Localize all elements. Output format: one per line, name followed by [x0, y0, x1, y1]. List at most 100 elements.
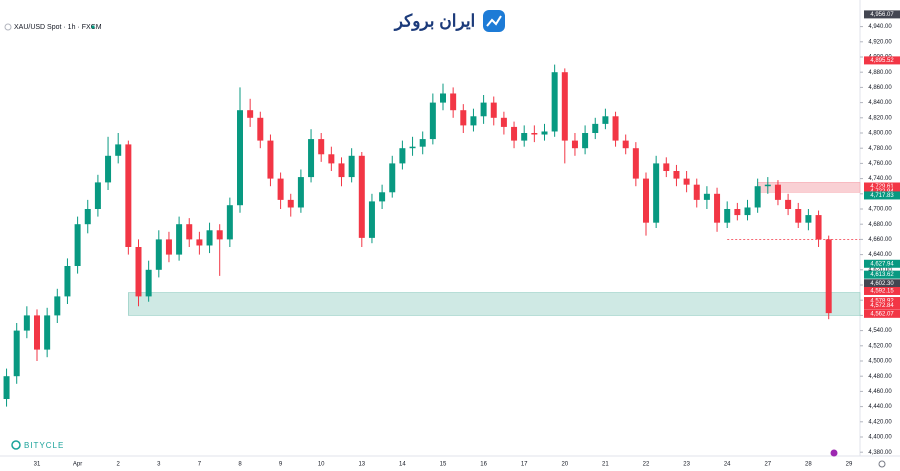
x-tick-label: 7 — [198, 462, 202, 468]
x-tick-label: 13 — [358, 462, 365, 468]
candle-body — [825, 239, 832, 314]
candle-body — [429, 102, 436, 140]
candle-body — [795, 209, 802, 223]
candle-body — [724, 209, 731, 223]
x-tick-label: 15 — [440, 462, 447, 468]
price-tag — [864, 297, 900, 306]
candle-body — [673, 171, 680, 179]
price-tag — [864, 259, 900, 268]
candle-body — [358, 155, 365, 238]
candle-body — [500, 117, 507, 127]
candle-body — [785, 199, 792, 209]
y-tick-label: 4,400.00 — [868, 435, 892, 441]
candle-body — [155, 239, 162, 270]
candle-body — [632, 148, 639, 179]
candle-body — [165, 239, 172, 255]
candle-body — [419, 139, 426, 147]
settings-icon[interactable] — [878, 460, 886, 468]
candle-body — [582, 133, 589, 149]
price-tag-label: 4,602.30 — [870, 281, 894, 287]
candle-body — [176, 224, 183, 255]
candle-body — [460, 110, 467, 126]
price-tag — [864, 270, 900, 279]
candle-body — [318, 139, 325, 155]
price-tag — [864, 309, 900, 318]
candle-body — [440, 93, 446, 103]
y-tick-label: 4,540.00 — [868, 328, 892, 334]
y-tick-label: 4,640.00 — [868, 252, 892, 258]
y-tick-label: 4,800.00 — [868, 131, 892, 137]
candle-body — [805, 215, 812, 223]
candle-body — [551, 72, 558, 132]
candle-body — [470, 116, 477, 126]
price-tag — [864, 191, 900, 200]
candle-body — [94, 182, 101, 209]
price-tag — [864, 301, 900, 310]
candle-body — [734, 209, 741, 216]
candle-body — [693, 184, 700, 200]
candle-body — [186, 224, 193, 240]
candle-body — [561, 72, 568, 141]
zone — [757, 182, 861, 193]
x-tick-label: 22 — [643, 462, 650, 468]
price-tag — [864, 10, 900, 19]
y-tick-label: 4,500.00 — [868, 359, 892, 365]
candle-body — [44, 315, 51, 350]
candle-body — [571, 140, 578, 149]
y-tick-label: 4,940.00 — [868, 24, 892, 30]
candle-body — [216, 230, 223, 240]
x-tick-label: 24 — [724, 462, 731, 468]
price-tag-label: 4,572.84 — [870, 303, 894, 309]
candle-body — [267, 140, 274, 179]
x-tick-label: 27 — [764, 462, 771, 468]
x-tick-label: 10 — [318, 462, 325, 468]
x-tick-label: 8 — [238, 462, 242, 468]
price-tag — [864, 56, 900, 65]
x-tick-label: 29 — [846, 462, 853, 468]
candle-body — [34, 315, 40, 350]
price-tag-label: 4,956.07 — [870, 12, 894, 18]
price-tag-label: 4,578.92 — [870, 299, 894, 305]
x-tick-label: 31 — [34, 462, 41, 468]
candle-body — [774, 184, 781, 200]
y-tick-label: 4,480.00 — [868, 374, 892, 380]
candle-body — [409, 146, 416, 149]
candle-body — [531, 133, 538, 135]
candle-body — [54, 296, 61, 316]
candle-body — [257, 117, 264, 141]
candle-body — [196, 239, 203, 246]
x-tick-label: 3 — [157, 462, 161, 468]
x-tick-label: 28 — [805, 462, 812, 468]
candle-body — [84, 209, 91, 225]
y-tick-label: 4,820.00 — [868, 115, 892, 121]
price-tag-label: 4,562.07 — [870, 311, 894, 317]
y-tick-label: 4,660.00 — [868, 237, 892, 243]
candle-body — [135, 247, 142, 297]
y-tick-label: 4,520.00 — [868, 343, 892, 349]
y-tick-label: 4,920.00 — [868, 39, 892, 45]
zone — [128, 292, 861, 316]
candle-body — [74, 224, 81, 266]
candle-body — [754, 186, 761, 208]
price-tag-label: 4,895.52 — [870, 58, 894, 64]
candle-body — [145, 269, 152, 297]
candle-body — [226, 205, 233, 240]
candle-body — [653, 163, 660, 223]
candle-body — [308, 139, 315, 178]
candle-body — [237, 110, 243, 206]
logo-text: ایران بروکر — [393, 11, 476, 31]
x-tick-label: Apr — [73, 462, 82, 468]
price-tag-label: 4,717.83 — [870, 193, 894, 199]
candle-body — [297, 177, 304, 208]
candle-body — [64, 266, 71, 297]
x-tick-label: 14 — [399, 462, 406, 468]
chart-title: XAU/USD Spot · 1h · FXCM — [14, 24, 102, 31]
watermark-icon — [11, 440, 21, 450]
status-dot — [91, 25, 95, 29]
candle-body — [125, 144, 132, 247]
candle-body — [247, 110, 254, 118]
y-tick-label: 4,880.00 — [868, 70, 892, 76]
y-tick-label: 4,620.00 — [868, 267, 892, 273]
candle-body — [592, 123, 599, 133]
